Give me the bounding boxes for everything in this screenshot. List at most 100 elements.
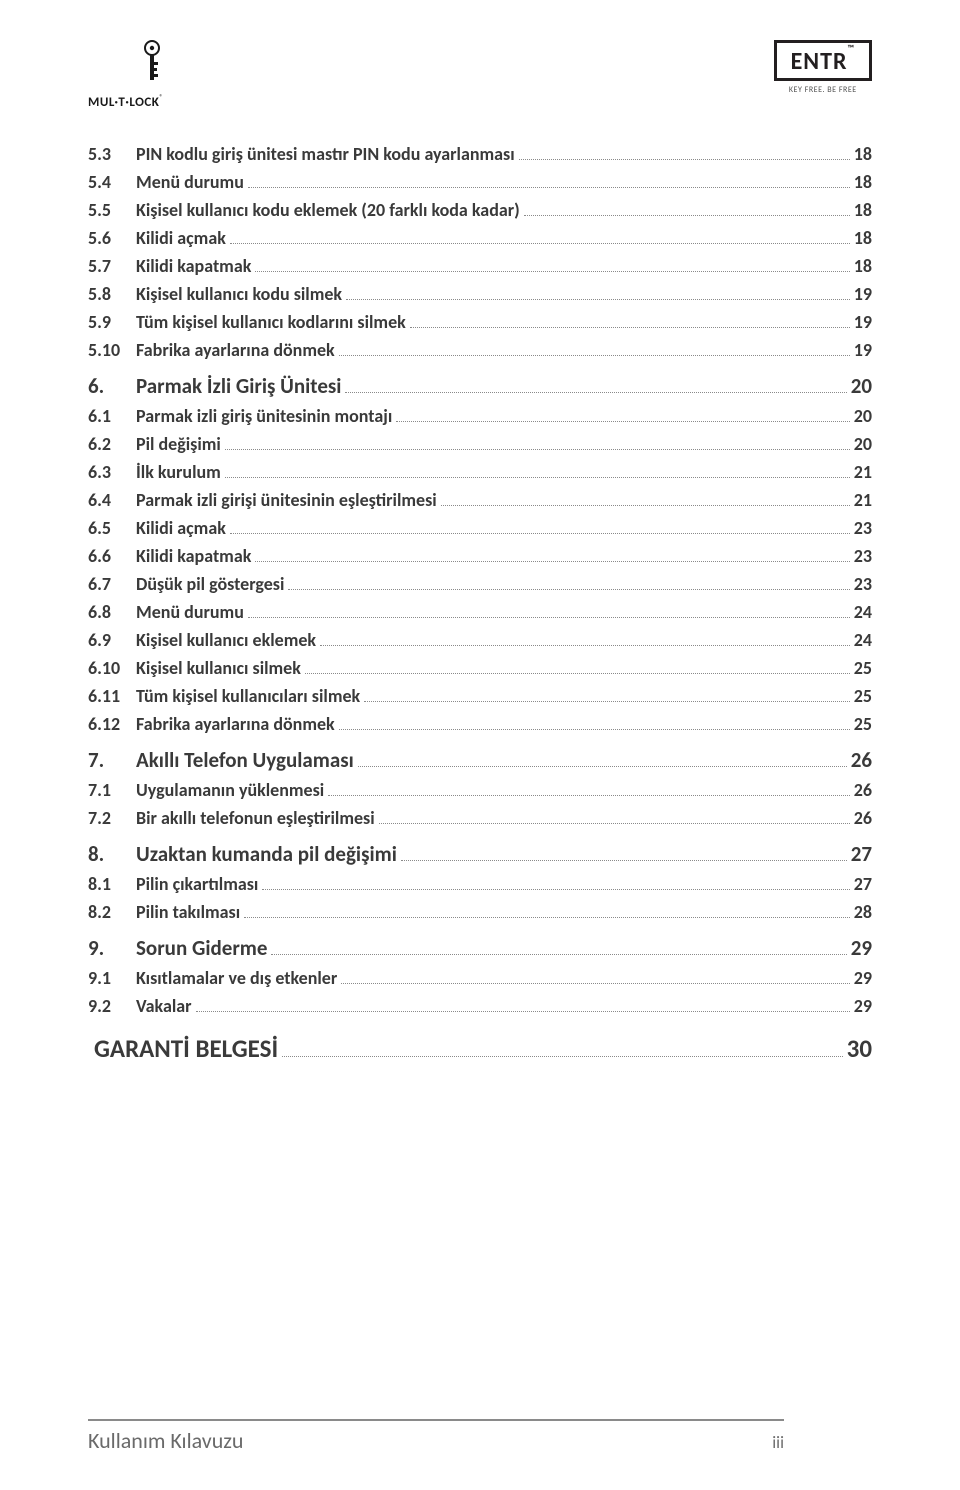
toc-number: 6.4 bbox=[88, 489, 136, 511]
toc-leader bbox=[282, 1035, 843, 1058]
toc-number: 9. bbox=[88, 935, 136, 961]
toc-row: 7.1Uygulamanın yüklenmesi26 bbox=[88, 779, 872, 801]
footer-row: Kullanım Kılavuzu iii bbox=[0, 1427, 872, 1454]
toc-leader bbox=[441, 490, 850, 506]
brand-logo-left: MUL·T·LOCK® bbox=[88, 40, 163, 111]
toc-number: 5.3 bbox=[88, 143, 136, 165]
toc-number: 6.5 bbox=[88, 517, 136, 539]
toc-title: Düşük pil göstergesi bbox=[136, 573, 284, 595]
toc-row: 5.10Fabrika ayarlarına dönmek19 bbox=[88, 339, 872, 361]
toc-leader bbox=[196, 996, 850, 1012]
toc-title: Parmak izli girişi ünitesinin eşleştiril… bbox=[136, 489, 437, 511]
toc-leader bbox=[255, 256, 849, 272]
toc-leader bbox=[524, 200, 850, 216]
toc-leader bbox=[401, 842, 847, 861]
toc-leader bbox=[339, 340, 850, 356]
toc-leader bbox=[358, 748, 847, 767]
toc-number: 5.6 bbox=[88, 227, 136, 249]
toc-leader bbox=[379, 808, 850, 824]
toc-leader bbox=[244, 902, 850, 918]
toc-leader bbox=[262, 874, 849, 890]
toc-row: 5.9Tüm kişisel kullanıcı kodlarını silme… bbox=[88, 311, 872, 333]
page-number: iii bbox=[772, 1432, 784, 1453]
toc-row: 9.Sorun Giderme 29 bbox=[88, 935, 872, 961]
toc-row: 6.7Düşük pil göstergesi23 bbox=[88, 573, 872, 595]
toc-page: 27 bbox=[851, 841, 872, 867]
toc-number: 9.2 bbox=[88, 995, 136, 1017]
toc-title: Sorun Giderme bbox=[136, 935, 267, 961]
trademark-icon: ™ bbox=[848, 43, 855, 54]
toc-page: 28 bbox=[854, 901, 872, 923]
toc-row: 6.6Kilidi kapatmak 23 bbox=[88, 545, 872, 567]
footer-divider bbox=[88, 1419, 784, 1421]
toc-number: 8. bbox=[88, 841, 136, 867]
toc-title: Kilidi kapatmak bbox=[136, 545, 251, 567]
toc-number: 6.10 bbox=[88, 657, 136, 679]
toc-page: 21 bbox=[854, 461, 872, 483]
toc-leader bbox=[230, 518, 850, 534]
toc-leader bbox=[320, 630, 850, 646]
toc-title: Kilidi açmak bbox=[136, 517, 226, 539]
toc-row: 6.2Pil değişimi20 bbox=[88, 433, 872, 455]
toc-number: 6. bbox=[88, 373, 136, 399]
toc-number: 6.11 bbox=[88, 685, 136, 707]
toc-row: 9.2Vakalar29 bbox=[88, 995, 872, 1017]
toc-row: 5.6Kilidi açmak18 bbox=[88, 227, 872, 249]
toc-leader bbox=[396, 406, 849, 422]
toc-page: 29 bbox=[854, 967, 872, 989]
toc-leader bbox=[519, 144, 850, 160]
toc-page: 21 bbox=[854, 489, 872, 511]
toc-title: Kişisel kullanıcı eklemek bbox=[136, 629, 316, 651]
toc-row: 9.1Kısıtlamalar ve dış etkenler29 bbox=[88, 967, 872, 989]
toc-row: 5.8Kişisel kullanıcı kodu silmek19 bbox=[88, 283, 872, 305]
toc-leader bbox=[248, 602, 850, 618]
toc-leader bbox=[230, 228, 850, 244]
toc-number: 5.8 bbox=[88, 283, 136, 305]
toc-number: 5.7 bbox=[88, 255, 136, 277]
toc-page: 19 bbox=[854, 339, 872, 361]
toc-title: Parmak İzli Giriş Ünitesi bbox=[136, 373, 341, 399]
toc-number: 7.2 bbox=[88, 807, 136, 829]
toc-page: 26 bbox=[851, 747, 872, 773]
toc-page: 30 bbox=[847, 1033, 872, 1064]
toc-title: Kilidi açmak bbox=[136, 227, 226, 249]
toc-number: 6.6 bbox=[88, 545, 136, 567]
toc-page: 20 bbox=[854, 405, 872, 427]
toc-row: 6.Parmak İzli Giriş Ünitesi 20 bbox=[88, 373, 872, 399]
toc-number: 7. bbox=[88, 747, 136, 773]
toc-page: 23 bbox=[854, 545, 872, 567]
toc-leader bbox=[346, 284, 850, 300]
toc-page: 25 bbox=[854, 685, 872, 707]
toc-row: 6.3İlk kurulum 21 bbox=[88, 461, 872, 483]
toc-title: Kilidi kapatmak bbox=[136, 255, 251, 277]
toc-title: Uygulamanın yüklenmesi bbox=[136, 779, 324, 801]
toc-row: 7.2Bir akıllı telefonun eşleştirilmesi 26 bbox=[88, 807, 872, 829]
toc-page: 23 bbox=[854, 573, 872, 595]
toc-page: 20 bbox=[854, 433, 872, 455]
key-icon bbox=[141, 40, 163, 86]
toc-row: 8.1Pilin çıkartılması27 bbox=[88, 873, 872, 895]
toc-row: 8.Uzaktan kumanda pil değişimi27 bbox=[88, 841, 872, 867]
toc-row: 7.Akıllı Telefon Uygulaması26 bbox=[88, 747, 872, 773]
toc-row: 5.4Menü durumu18 bbox=[88, 171, 872, 193]
toc-page: 18 bbox=[854, 143, 872, 165]
toc-title: İlk kurulum bbox=[136, 461, 221, 483]
toc-number: 6.3 bbox=[88, 461, 136, 483]
toc-number: 5.10 bbox=[88, 339, 136, 361]
toc-row: 5.7Kilidi kapatmak18 bbox=[88, 255, 872, 277]
toc-row: 6.11Tüm kişisel kullanıcıları silmek25 bbox=[88, 685, 872, 707]
toc-number: 8.1 bbox=[88, 873, 136, 895]
toc-title: Bir akıllı telefonun eşleştirilmesi bbox=[136, 807, 375, 829]
toc-page: 20 bbox=[851, 373, 872, 399]
toc-row: 8.2Pilin takılması28 bbox=[88, 901, 872, 923]
toc-page: 26 bbox=[854, 807, 872, 829]
brand-left-name: MUL·T·LOCK bbox=[88, 95, 159, 110]
brand-logo-right: ENTR™ KEY FREE. BE FREE bbox=[774, 40, 872, 95]
toc-number: 6.2 bbox=[88, 433, 136, 455]
toc-title: Pilin çıkartılması bbox=[136, 873, 258, 895]
toc-leader bbox=[364, 686, 850, 702]
toc-page: 29 bbox=[851, 935, 872, 961]
toc-row: 6.8Menü durumu24 bbox=[88, 601, 872, 623]
toc-number: 5.4 bbox=[88, 171, 136, 193]
toc-leader bbox=[225, 462, 850, 478]
